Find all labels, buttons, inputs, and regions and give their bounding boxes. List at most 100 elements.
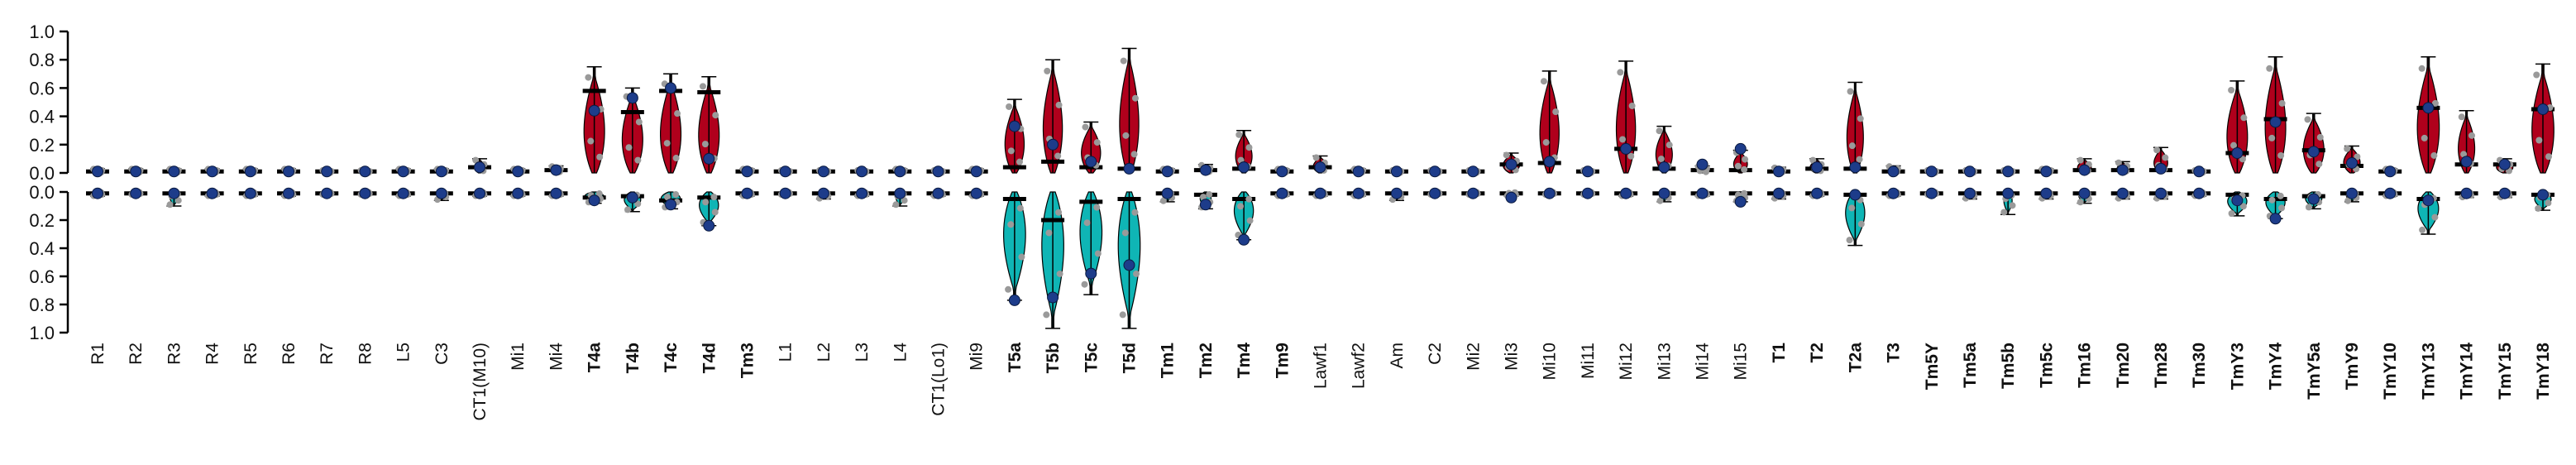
tick-label: 0.4 [29, 107, 55, 127]
violin-R7 [315, 187, 339, 199]
violin-TmY14 [2454, 110, 2478, 174]
violin-Mi9 [964, 165, 988, 178]
violin-R1 [86, 165, 109, 178]
category-label: T4b [624, 343, 643, 373]
violin-Mi4 [544, 187, 568, 199]
violin-T2a [1843, 189, 1867, 247]
violin-Mi1 [506, 165, 530, 178]
violin-Mi14 [1690, 158, 1714, 175]
data-point [1235, 131, 1243, 138]
mean-marker [779, 187, 791, 199]
violin-L1 [773, 165, 797, 178]
mean-marker [550, 164, 562, 176]
category-label: Mi11 [1579, 343, 1598, 379]
category-label: Tm1 [1159, 343, 1178, 379]
mean-marker [1238, 161, 1250, 174]
violin-Tm3 [735, 165, 759, 178]
category-label: L3 [853, 343, 872, 362]
violin-Tm28 [2148, 146, 2172, 175]
mean-marker [474, 161, 486, 174]
mean-marker [817, 165, 829, 178]
category-label: Tm20 [2114, 343, 2133, 388]
category-label: Tm4 [1235, 343, 1254, 379]
data-point [2277, 192, 2284, 199]
data-point [2430, 151, 2438, 159]
violin-T5a [1002, 98, 1026, 174]
data-point [166, 201, 174, 209]
data-point [2266, 65, 2273, 72]
violin-L5 [391, 187, 415, 199]
data-point [2162, 154, 2169, 161]
category-label: L5 [394, 343, 413, 362]
data-point [712, 112, 719, 119]
category-label: T5a [1006, 343, 1025, 373]
mean-marker [2002, 187, 2014, 199]
violin-TmY14 [2454, 187, 2478, 201]
mean-marker [512, 165, 524, 178]
data-point [585, 74, 592, 81]
mean-marker [1047, 138, 1059, 151]
data-point [1120, 57, 1127, 65]
violin-TmY3 [2225, 80, 2249, 174]
violin-R3 [162, 165, 186, 178]
category-label: T4c [662, 343, 681, 373]
data-point [1857, 115, 1864, 122]
data-point [672, 155, 680, 162]
category-label: Tm2 [1197, 343, 1216, 378]
violin-TmY3 [2225, 191, 2249, 218]
data-point [699, 83, 706, 90]
data-point [663, 194, 671, 201]
violin-Tm1 [1155, 187, 1179, 204]
mean-marker [130, 165, 142, 178]
data-point [1083, 219, 1091, 227]
data-point [1056, 270, 1063, 277]
violin-T5d [1117, 47, 1141, 175]
mean-marker [2460, 156, 2473, 168]
mean-marker [2040, 165, 2053, 178]
mean-marker [359, 187, 371, 199]
mean-marker [1811, 161, 1823, 174]
violin-Tm2 [1193, 161, 1217, 176]
category-labels: R1 R2 R3 R4 R5 R6 R7 R8 L5 C3 CT1(M10) Mi1 Mi4 T4a T4b… [88, 343, 2553, 421]
category-label: TmY14 [2458, 343, 2477, 400]
violin-Lawf1 [1308, 187, 1332, 199]
mean-marker [2307, 146, 2320, 158]
category-label: Tm3 [738, 343, 757, 378]
mean-marker [1390, 187, 1403, 199]
violin-T2 [1805, 156, 1829, 175]
mean-marker [2154, 187, 2167, 199]
category-label: T5b [1044, 343, 1063, 373]
violin-R2 [124, 165, 148, 178]
category-label: CT1(M10) [471, 343, 490, 421]
data-point [1628, 102, 1636, 109]
mean-marker [1429, 165, 1441, 178]
data-point [1619, 136, 1627, 143]
data-point [710, 194, 718, 201]
violin-Mi15 [1728, 142, 1752, 174]
tick-label: 1.0 [29, 323, 55, 343]
data-point [663, 140, 671, 147]
mean-marker [1429, 187, 1441, 199]
data-point [1847, 88, 1854, 95]
mean-marker [1161, 187, 1173, 199]
mean-marker [2002, 165, 2014, 178]
mean-marker [1887, 187, 1900, 199]
violin-T5d [1117, 191, 1141, 329]
mean-marker [703, 152, 715, 165]
bottom-y-axis: 0.0 0.2 0.4 0.6 0.8 1.0 [29, 182, 69, 343]
violin-T1 [1766, 164, 1790, 178]
violin-CT1(Lo1) [926, 165, 950, 178]
mean-marker [130, 187, 142, 199]
category-label: T1 [1770, 343, 1789, 363]
mean-marker [1467, 187, 1479, 199]
data-point [1237, 203, 1245, 210]
violin-T1 [1766, 187, 1790, 202]
mean-marker [1849, 189, 1862, 201]
data-point [1007, 147, 1015, 155]
data-point [1848, 142, 1856, 150]
mean-marker [856, 165, 868, 178]
data-point [1081, 280, 1088, 288]
violin-T5a [1002, 191, 1026, 306]
category-label: R7 [318, 343, 337, 365]
data-point [2268, 134, 2276, 141]
